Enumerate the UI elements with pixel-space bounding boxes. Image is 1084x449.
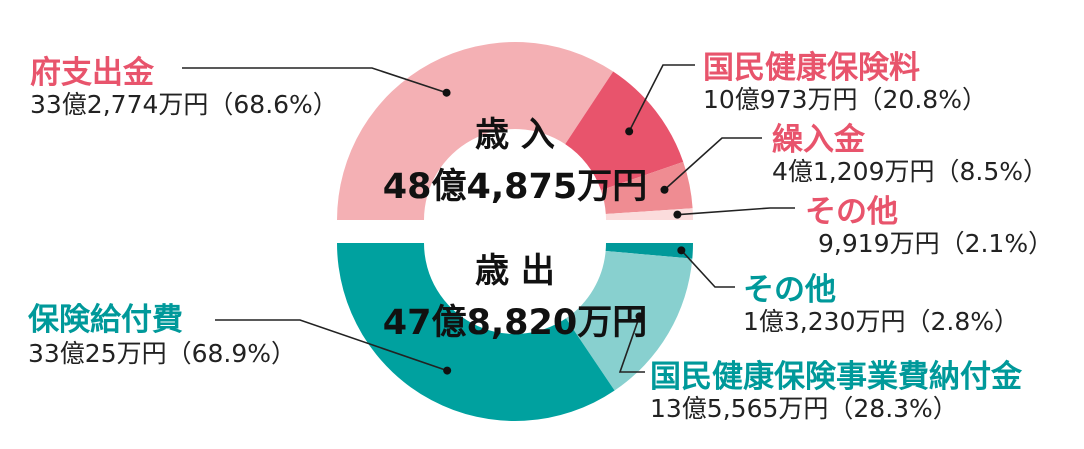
revenue-slice-other <box>605 208 693 220</box>
expenditure-label-benefits: 保険給付費 <box>28 302 183 338</box>
expenditure-slice-benefits <box>337 243 615 421</box>
expenditure-slice-other <box>605 243 693 259</box>
revenue-leader-insurance-premium-dot <box>625 127 634 136</box>
revenue-slice-prefectural-grant <box>337 41 614 220</box>
revenue-total: 48億4,875万円 <box>383 167 647 207</box>
expenditure-leader-payment-dot <box>635 312 644 321</box>
revenue-leader-insurance-premium-line <box>628 64 695 132</box>
expenditure-leader-other-line <box>680 249 735 288</box>
expenditure-total: 47億8,820万円 <box>383 303 647 343</box>
revenue-leader-transfer-dot <box>660 185 669 194</box>
revenue-leader-transfer-line <box>663 137 762 191</box>
revenue-value-insurance-premium: 10億973万円（20.8%） <box>703 85 987 114</box>
revenue-value-prefectural-grant: 33億2,774万円（68.6%） <box>30 90 338 119</box>
expenditure-leader-benefits-line <box>215 319 448 372</box>
expenditure-leader-benefits-dot <box>443 366 452 375</box>
revenue-title: 歳 入 <box>475 115 555 155</box>
expenditure-value-benefits: 33億25万円（68.9%） <box>28 339 296 368</box>
revenue-value-other: 9,919万円（2.1%） <box>818 229 1053 258</box>
revenue-leader-other-dot <box>673 210 682 219</box>
revenue-value-transfer: 4億1,209万円（8.5%） <box>772 157 1048 186</box>
expenditure-label-payment: 国民健康保険事業費納付金 <box>650 359 1023 395</box>
expenditure-leader-payment-line <box>618 316 645 373</box>
expenditure-title: 歳 出 <box>475 251 555 291</box>
revenue-label-transfer: 繰入金 <box>772 122 866 158</box>
expenditure-value-other: 1億3,230万円（2.8%） <box>743 307 1019 336</box>
revenue-label-insurance-premium: 国民健康保険料 <box>703 50 920 86</box>
expenditure-label-other: その他 <box>743 272 836 308</box>
revenue-slice-insurance-premium <box>565 71 684 191</box>
revenue-leader-prefectural-grant-dot <box>442 88 451 97</box>
revenue-label-prefectural-grant: 府支出金 <box>30 55 155 91</box>
revenue-leader-other-line <box>677 207 795 216</box>
expenditure-slice-payment <box>565 250 693 391</box>
expenditure-leader-other-dot <box>677 246 686 255</box>
revenue-slice-transfer <box>601 161 693 215</box>
revenue-leader-prefectural-grant-line <box>182 67 447 94</box>
expenditure-value-payment: 13億5,565万円（28.3%） <box>650 394 958 423</box>
revenue-label-other: その他 <box>805 194 898 230</box>
